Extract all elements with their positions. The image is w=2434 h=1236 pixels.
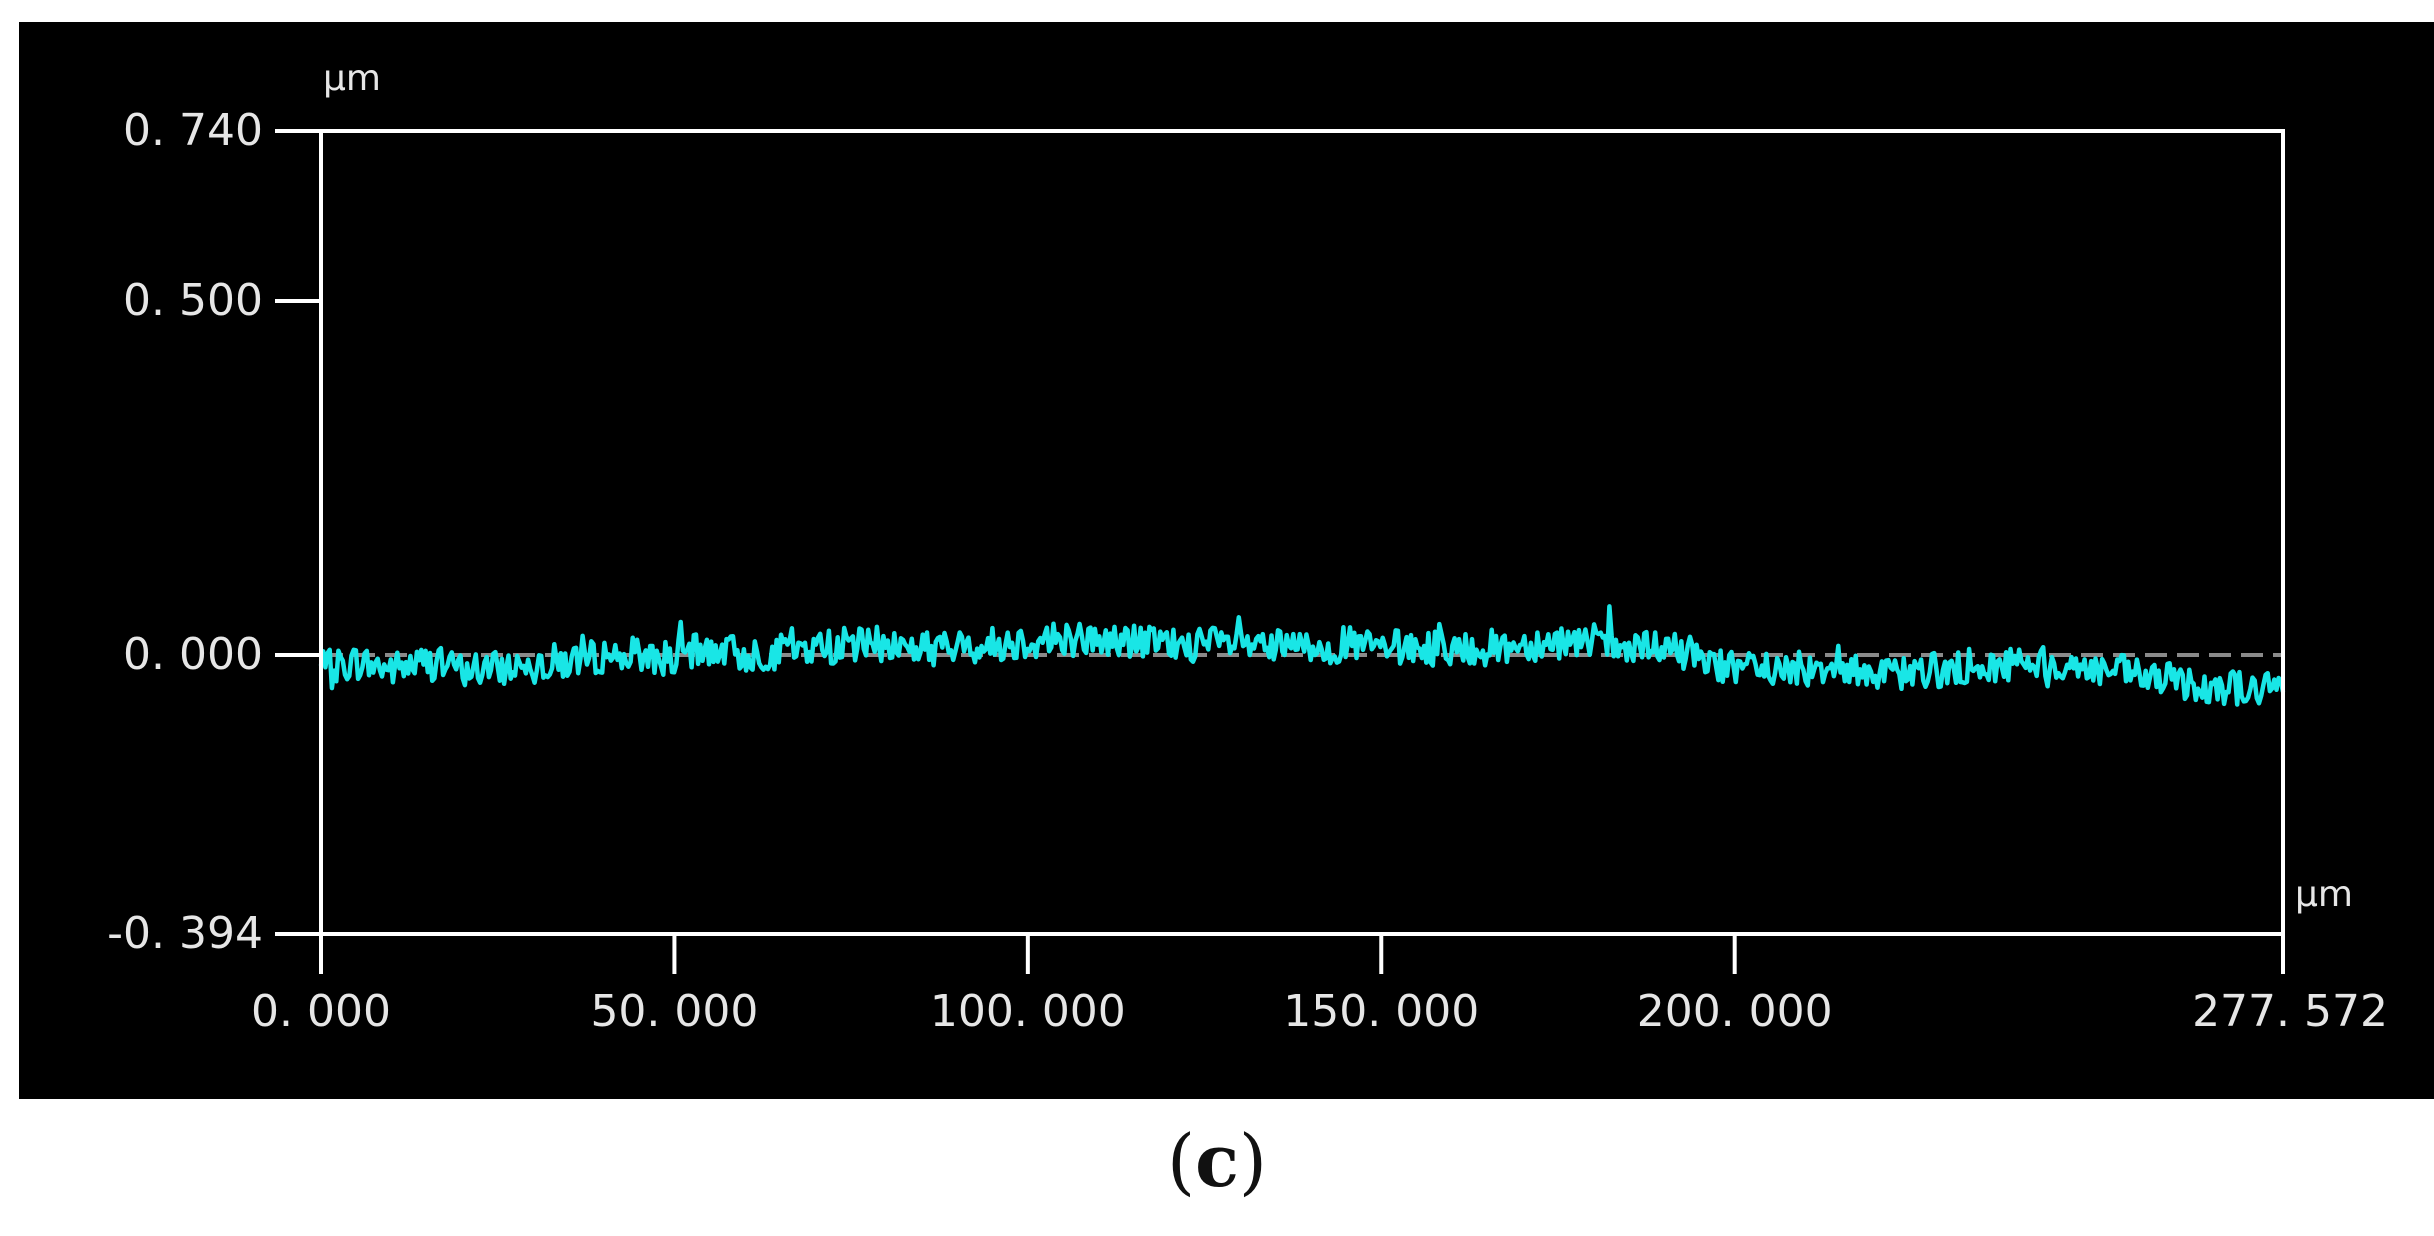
plot-frame <box>319 129 2285 936</box>
tick-layer: 0. 740 0. 500 0. 000 -0. 394 0. 000 50. 000 10… <box>107 105 2388 1037</box>
y-tick-label: 0. 500 <box>123 275 263 326</box>
profile-series-line <box>318 604 2286 707</box>
figure-caption: (c) <box>0 1118 2434 1203</box>
y-axis-unit-label: µm <box>323 58 381 99</box>
y-tick-label: 0. 000 <box>123 629 263 680</box>
profile-chart-panel: 0. 740 0. 500 0. 000 -0. 394 0. 000 50. 000 10… <box>19 22 2434 1099</box>
chart-background <box>19 22 2434 1099</box>
profile-chart: 0. 740 0. 500 0. 000 -0. 394 0. 000 50. 000 10… <box>19 22 2434 1099</box>
caption-open-paren: ( <box>1166 1119 1196 1203</box>
x-tick-label: 277. 572 <box>2192 986 2388 1037</box>
x-tick-label: 50. 000 <box>590 986 758 1037</box>
caption-close-paren: ) <box>1238 1119 1268 1203</box>
y-tick-label: 0. 740 <box>123 105 263 156</box>
x-tick-label: 150. 000 <box>1283 986 1479 1037</box>
x-tick-label: 200. 000 <box>1637 986 1833 1037</box>
y-tick-label: -0. 394 <box>107 908 263 959</box>
caption-letter: c <box>1195 1118 1239 1203</box>
x-tick-label: 0. 000 <box>251 986 391 1037</box>
x-tick-label: 100. 000 <box>930 986 1126 1037</box>
series-layer <box>318 604 2286 707</box>
x-axis-unit-label: µm <box>2295 874 2353 915</box>
